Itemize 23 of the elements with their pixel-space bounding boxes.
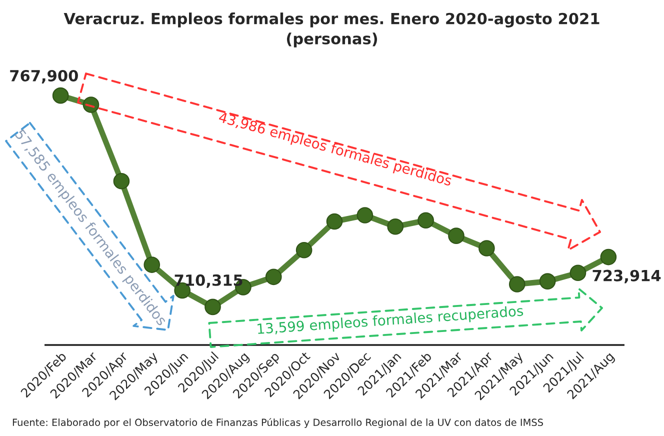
point — [113, 172, 130, 190]
data-label: 767,900 — [10, 70, 78, 84]
point — [448, 228, 464, 244]
point — [296, 242, 312, 258]
point — [144, 256, 160, 273]
point — [204, 298, 221, 316]
point — [356, 207, 374, 224]
chart-title: Veracruz. Empleos formales por mes. Enero 2020-agosto 2021 — [64, 12, 600, 28]
point — [600, 248, 617, 266]
point — [387, 218, 404, 235]
point — [570, 264, 586, 282]
point — [265, 268, 282, 286]
source-note: Fuente: Elaborado por el Observatorio de Finanzas Públicas y Desarrollo Regional de la UV con datos de IMSS — [12, 418, 543, 428]
point — [539, 273, 556, 290]
point — [52, 87, 69, 104]
point — [326, 213, 343, 230]
data-label: 723,914 — [592, 270, 661, 284]
chart-subtitle: (personas) — [286, 32, 378, 48]
annotation: 13,599 empleos formales recuperados — [257, 305, 524, 337]
point — [508, 276, 526, 292]
point — [418, 212, 434, 229]
point — [478, 240, 495, 256]
data-label: 710,315 — [174, 274, 242, 288]
